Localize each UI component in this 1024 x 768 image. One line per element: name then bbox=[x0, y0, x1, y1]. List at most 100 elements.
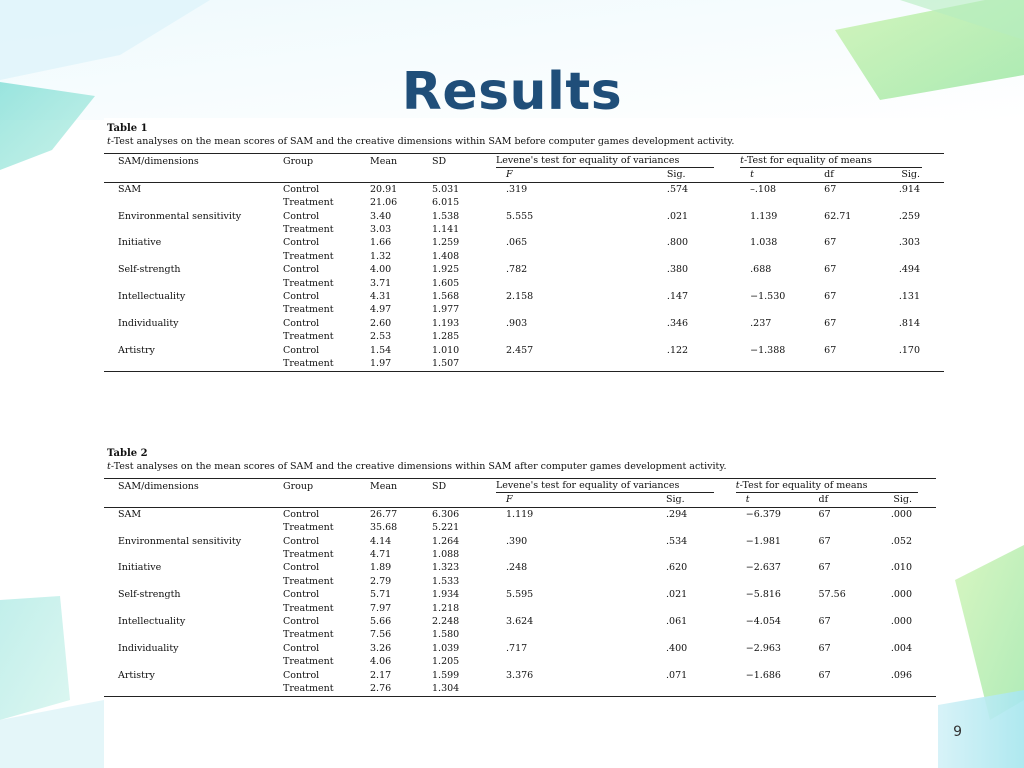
subheader-df: df bbox=[810, 168, 874, 183]
row-dimension-spacer bbox=[104, 250, 283, 263]
row-dimension: Initiative bbox=[118, 237, 162, 249]
row-empty bbox=[810, 250, 874, 263]
row-dimension-spacer bbox=[104, 303, 283, 316]
header-ttest-label: t-Test for equality of means bbox=[740, 154, 923, 169]
row-mean-control: 26.77 bbox=[370, 508, 398, 520]
row-empty bbox=[496, 628, 546, 641]
row-dimension: Intellectuality bbox=[118, 616, 186, 628]
row-df: 67 bbox=[824, 237, 837, 249]
table-row: Initiative Control 1.66 1.259 .065 .800 1.038 6… bbox=[104, 236, 944, 249]
row-empty bbox=[867, 602, 936, 615]
row-empty bbox=[804, 682, 868, 697]
row-mean-treatment: 35.68 bbox=[370, 522, 398, 534]
row-empty bbox=[735, 682, 805, 697]
row-t-value: 1.139 bbox=[750, 210, 778, 222]
row-empty bbox=[547, 277, 740, 290]
row-empty bbox=[496, 196, 547, 209]
row-group-control: Control bbox=[283, 344, 320, 356]
row-sig: .000 bbox=[890, 589, 912, 601]
row-dimension-spacer bbox=[104, 196, 283, 209]
row-sd-control: 1.568 bbox=[432, 291, 460, 303]
row-empty bbox=[874, 330, 944, 343]
row-sd-treatment: 1.205 bbox=[432, 656, 460, 668]
row-empty bbox=[736, 521, 805, 534]
row-empty bbox=[874, 303, 944, 316]
row-mean-control: 5.66 bbox=[370, 616, 392, 628]
row-group-treatment: Treatment bbox=[283, 629, 334, 641]
header-ttest-t: t bbox=[740, 155, 744, 166]
table1-caption-t: t bbox=[107, 136, 111, 147]
table-row: Artistry Control 2.17 1.599 3.376 .071 −1.686 6… bbox=[104, 669, 936, 682]
row-group-treatment: Treatment bbox=[283, 522, 334, 534]
subheader-row: F Sig. t df Sig. bbox=[104, 493, 936, 508]
row-group-treatment: Treatment bbox=[283, 250, 334, 262]
row-mean-treatment: 3.03 bbox=[370, 224, 392, 236]
table-row: Treatment 3.03 1.141 bbox=[104, 223, 944, 236]
table2-panel: Table 2 t-Test analyses on the mean scor… bbox=[104, 443, 936, 768]
row-sig: .131 bbox=[898, 291, 920, 303]
row-df: 67 bbox=[818, 535, 831, 547]
header-levene: Levene's test for equality of variances bbox=[496, 153, 741, 169]
row-levene-sig: .574 bbox=[666, 183, 689, 195]
row-group-treatment: Treatment bbox=[283, 197, 334, 209]
table2-caption-text: -Test analyses on the mean scores of SAM… bbox=[110, 461, 727, 472]
row-mean-treatment: 2.76 bbox=[370, 682, 432, 697]
row-dimension-spacer bbox=[104, 330, 283, 343]
row-empty bbox=[740, 330, 810, 343]
row-sd-treatment: 1.218 bbox=[432, 602, 460, 614]
table-row: Treatment 1.97 1.507 bbox=[104, 357, 944, 372]
table1-grid: SAM/dimensions Group Mean SD Levene's test f… bbox=[104, 153, 944, 372]
row-empty bbox=[805, 521, 868, 534]
subheader-F: F bbox=[496, 493, 547, 508]
row-dimension-spacer bbox=[104, 521, 283, 534]
row-empty bbox=[496, 521, 546, 534]
row-t-value: −5.816 bbox=[745, 589, 781, 601]
header-dimensions: SAM/dimensions bbox=[104, 153, 283, 169]
subheader-empty bbox=[283, 493, 370, 508]
row-empty bbox=[736, 602, 805, 615]
row-dimension-spacer bbox=[104, 682, 283, 697]
row-dimension: Self-strength bbox=[118, 589, 181, 601]
table1-title: Table 1 bbox=[107, 123, 148, 134]
row-df: 67 bbox=[818, 669, 831, 681]
row-df: 67 bbox=[824, 344, 837, 356]
subheader-empty bbox=[370, 168, 432, 183]
row-levene-sig: .147 bbox=[666, 291, 689, 303]
row-empty bbox=[546, 575, 736, 588]
row-sd-control: 5.031 bbox=[432, 183, 460, 195]
subheader-F: F bbox=[496, 168, 547, 183]
row-sig: .010 bbox=[890, 562, 912, 574]
row-empty bbox=[740, 303, 810, 316]
row-empty bbox=[867, 655, 936, 668]
row-empty bbox=[740, 250, 810, 263]
row-empty bbox=[740, 277, 810, 290]
row-group-control: Control bbox=[283, 669, 320, 681]
row-empty bbox=[874, 223, 944, 236]
header-levene: Levene's test for equality of variances bbox=[496, 478, 736, 494]
row-dimension: Initiative bbox=[118, 562, 162, 574]
subheader-t: t bbox=[740, 168, 811, 183]
row-levene-F: 1.119 bbox=[506, 508, 534, 520]
row-mean-control: 20.91 bbox=[370, 183, 398, 195]
row-empty bbox=[496, 223, 547, 236]
row-group-control: Control bbox=[283, 589, 320, 601]
row-levene-F: 3.376 bbox=[506, 669, 534, 681]
row-levene-sig: .346 bbox=[666, 317, 689, 329]
row-dimension: Intellectuality bbox=[118, 291, 186, 303]
header-ttest-text: -Test for equality of means bbox=[743, 155, 872, 166]
row-empty bbox=[867, 682, 936, 697]
subheader-empty bbox=[370, 493, 432, 508]
row-sd-control: 1.323 bbox=[432, 562, 460, 574]
row-t-value: −6.379 bbox=[745, 508, 781, 520]
row-empty bbox=[740, 357, 811, 372]
row-sd-control: 1.039 bbox=[432, 642, 460, 654]
subheader-sig2: Sig. bbox=[873, 168, 944, 183]
table-row: Environmental sensitivity Control 4.14 1.26… bbox=[104, 535, 936, 548]
subheader-empty bbox=[104, 168, 283, 183]
row-empty bbox=[546, 521, 736, 534]
row-dimension-spacer bbox=[104, 628, 283, 641]
row-empty bbox=[496, 575, 546, 588]
row-levene-F: .782 bbox=[506, 264, 528, 276]
row-sig: .000 bbox=[890, 616, 912, 628]
table-row: Treatment 2.76 1.304 bbox=[104, 682, 936, 697]
